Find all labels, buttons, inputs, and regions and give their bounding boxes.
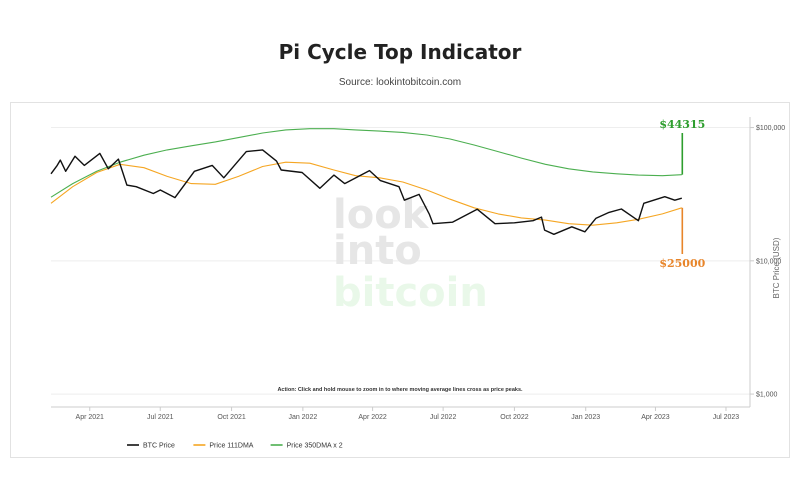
pi-cycle-chart[interactable]: look into bitcoin $44315$25000 $100,000$…	[11, 103, 791, 459]
legend[interactable]: BTC Price Price 111DMA Price 350DMA x 2	[127, 443, 343, 450]
page-title: Pi Cycle Top Indicator	[278, 40, 522, 64]
green-value-label: $44315	[659, 118, 705, 131]
x-tick-label: Jan 2022	[288, 414, 317, 421]
x-tick-label: Jan 2023	[571, 414, 600, 421]
source-label: Source: lookintobitcoin.com	[338, 77, 462, 88]
watermark: look into bitcoin	[333, 192, 488, 316]
x-tick-label: Jul 2021	[147, 414, 174, 421]
y-tick-label: $1,000	[756, 392, 778, 399]
grid-layer	[51, 127, 750, 395]
series-layer	[50, 128, 682, 236]
legend-item-btc-price[interactable]: BTC Price	[143, 443, 175, 450]
watermark-look: look	[333, 192, 430, 238]
watermark-bitcoin: bitcoin	[333, 270, 488, 316]
x-tick-label: Apr 2021	[76, 414, 105, 421]
x-tick-labels: Apr 2021 Jul 2021 Oct 2021 Jan 2022 Apr 2022…	[76, 407, 740, 421]
x-tick-label: Jul 2023	[713, 414, 740, 421]
watermark-into: into	[333, 228, 422, 274]
chart-container[interactable]: look into bitcoin $44315 $25000 $100,000 $…	[10, 102, 790, 458]
y-tick-label: $10,000	[756, 258, 781, 265]
y-tick-labels: $100,000 $10,000 $1,000	[750, 125, 785, 399]
price-350dma-x2-line[interactable]	[50, 128, 682, 198]
x-tick-label: Jul 2022	[430, 414, 457, 421]
orange-value-label: $25000	[659, 257, 705, 270]
legend-item-price-111dma[interactable]: Price 111DMA	[209, 443, 253, 450]
price-111dma-line[interactable]	[50, 161, 682, 226]
legend-item-price-350dma-x2[interactable]: Price 350DMA x 2	[287, 443, 343, 450]
x-tick-label: Oct 2021	[217, 414, 246, 421]
x-tick-label: Oct 2022	[500, 414, 529, 421]
x-tick-label: Apr 2023	[641, 414, 670, 421]
y-axis-title: BTC Price (USD)	[772, 237, 781, 298]
y-tick-label: $100,000	[756, 125, 785, 132]
btc-price-line[interactable]	[50, 149, 682, 236]
annotation-layer: $44315 $25000	[659, 118, 705, 270]
x-tick-label: Apr 2022	[358, 414, 387, 421]
action-note: Action: Click and hold mouse to zoom in …	[277, 387, 523, 393]
